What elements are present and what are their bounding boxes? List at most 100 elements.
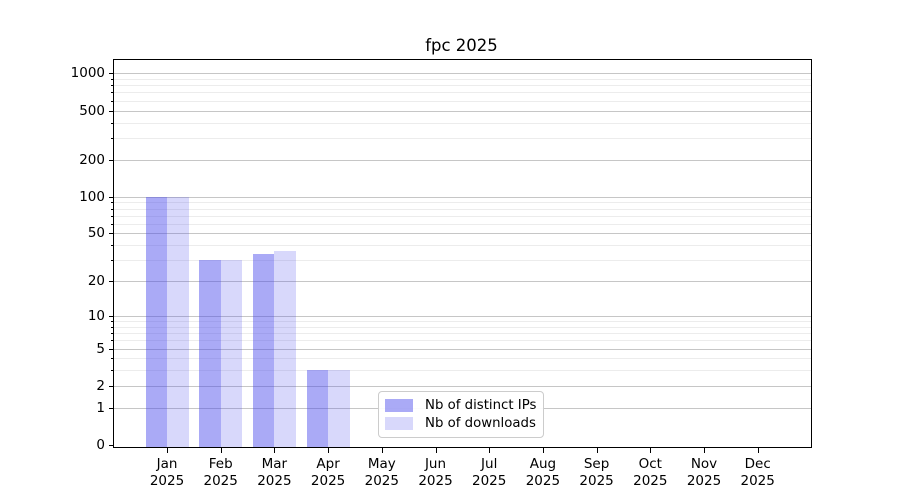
x-tick-mark (757, 448, 759, 453)
y-minor-tick-mark (111, 122, 114, 124)
minor-gridline (114, 260, 811, 262)
y-tick-label: 2 (96, 377, 105, 394)
y-tick-mark (109, 445, 114, 446)
x-tick-month: Jan (156, 456, 178, 472)
y-tick-mark (109, 385, 114, 387)
x-tick-year: 2025 (310, 472, 346, 489)
legend: Nb of distinct IPs Nb of downloads (378, 391, 544, 438)
y-tick-mark (109, 407, 114, 409)
y-tick-mark (109, 233, 114, 235)
x-tick-month: Apr (316, 456, 340, 472)
bar-nb-of-distinct-ips-mar (252, 253, 275, 447)
y-minor-tick-mark (111, 78, 114, 80)
major-gridline (114, 159, 811, 161)
major-gridline (114, 110, 811, 112)
minor-gridline (114, 92, 811, 94)
x-tick-month: Mar (261, 456, 288, 472)
x-tick-month: Nov (690, 456, 718, 472)
y-minor-tick-mark (111, 92, 114, 94)
minor-gridline (114, 321, 811, 323)
y-minor-tick-mark (111, 137, 114, 139)
x-tick-month: Oct (638, 456, 662, 472)
major-gridline (114, 233, 811, 235)
y-tick-mark (109, 73, 114, 75)
x-tick-year: 2025 (579, 472, 614, 489)
x-tick-label-feb: Feb 2025 (194, 456, 248, 489)
x-tick-year: 2025 (740, 472, 775, 489)
x-tick-mark (220, 448, 222, 453)
x-tick-mark (274, 448, 276, 453)
x-tick-label-nov: Nov 2025 (677, 456, 731, 489)
legend-swatch-distinct-ips (385, 398, 413, 412)
x-tick-month: Jul (481, 456, 498, 472)
y-tick-mark (109, 281, 114, 283)
minor-gridline (114, 245, 811, 247)
minor-gridline (114, 358, 811, 360)
y-tick-label: 10 (87, 308, 105, 324)
y-minor-tick-mark (111, 326, 114, 328)
x-tick-label-jan: Jan 2025 (140, 456, 194, 489)
y-minor-tick-mark (111, 321, 114, 323)
legend-item-downloads: Nb of downloads (385, 416, 537, 431)
minor-gridline (114, 326, 811, 328)
y-tick-mark (109, 159, 114, 161)
y-tick-label: 50 (87, 225, 105, 242)
minor-gridline (114, 333, 811, 335)
minor-gridline (114, 215, 811, 217)
y-tick-mark (109, 316, 114, 317)
x-tick-year: 2025 (203, 472, 238, 489)
major-gridline (114, 281, 811, 283)
bar-nb-of-distinct-ips-feb (199, 260, 221, 447)
minor-gridline (114, 208, 811, 210)
minor-gridline (114, 223, 811, 225)
y-tick-label: 5 (96, 340, 105, 357)
x-tick-month: Feb (208, 456, 233, 472)
bar-nb-of-downloads-jan (167, 196, 189, 447)
y-minor-tick-mark (111, 340, 114, 342)
x-tick-mark (381, 448, 383, 453)
x-tick-mark (704, 448, 705, 453)
x-tick-label-apr: Apr 2025 (301, 456, 355, 489)
y-tick-label: 500 (79, 102, 105, 119)
major-gridline (114, 385, 811, 387)
y-tick-label: 20 (87, 273, 105, 290)
minor-gridline (114, 78, 811, 80)
y-tick-label: 1000 (70, 65, 105, 82)
y-tick-label: 100 (79, 188, 105, 205)
x-tick-year: 2025 (418, 472, 453, 489)
x-tick-label-oct: Oct 2025 (623, 456, 677, 489)
x-tick-mark (650, 448, 652, 453)
y-tick-mark (109, 196, 114, 198)
major-gridline (114, 73, 811, 75)
major-gridline (114, 316, 811, 317)
minor-gridline (114, 85, 811, 87)
x-tick-year: 2025 (364, 472, 399, 489)
y-tick-mark (109, 110, 114, 112)
x-tick-mark (328, 448, 330, 453)
x-tick-mark (489, 448, 491, 453)
x-tick-label-jul: Jul 2025 (462, 456, 516, 489)
minor-gridline (114, 122, 811, 124)
x-tick-label-mar: Mar 2025 (247, 456, 301, 489)
minor-gridline (114, 202, 811, 204)
legend-swatch-downloads (385, 417, 413, 431)
minor-gridline (114, 370, 811, 372)
x-tick-year: 2025 (633, 472, 668, 489)
bar-nb-of-downloads-feb (220, 260, 243, 447)
x-tick-month: May (367, 456, 396, 472)
major-gridline (114, 348, 811, 350)
y-minor-tick-mark (111, 100, 114, 102)
bar-nb-of-downloads-apr (328, 370, 350, 447)
x-tick-mark (542, 448, 544, 453)
bar-nb-of-distinct-ips-apr (306, 370, 329, 447)
x-tick-year: 2025 (686, 472, 722, 489)
major-gridline (114, 196, 811, 198)
y-minor-tick-mark (111, 202, 114, 204)
y-minor-tick-mark (111, 358, 114, 360)
y-tick-label: 1 (96, 399, 105, 416)
bar-nb-of-distinct-ips-jan (145, 196, 167, 447)
y-minor-tick-mark (111, 223, 114, 225)
x-tick-month: Sep (583, 456, 610, 472)
x-tick-mark (435, 448, 437, 453)
